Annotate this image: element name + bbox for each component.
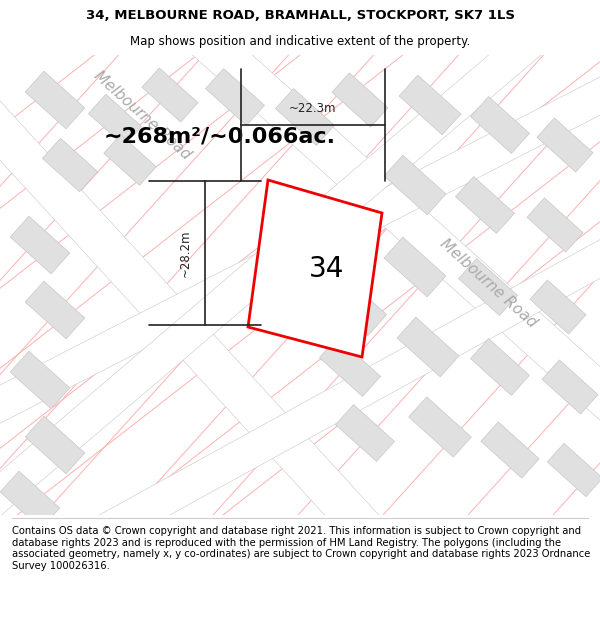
Polygon shape <box>332 73 388 127</box>
Polygon shape <box>187 20 600 480</box>
Polygon shape <box>458 259 517 316</box>
Polygon shape <box>0 51 385 549</box>
Polygon shape <box>248 180 382 357</box>
Polygon shape <box>88 94 142 146</box>
Polygon shape <box>481 422 539 478</box>
Text: ~268m²/~0.066ac.: ~268m²/~0.066ac. <box>104 127 336 147</box>
Polygon shape <box>335 404 394 461</box>
Polygon shape <box>0 40 600 450</box>
Polygon shape <box>104 134 156 186</box>
Text: ~28.2m: ~28.2m <box>179 229 191 277</box>
Polygon shape <box>397 318 459 377</box>
Polygon shape <box>542 360 598 414</box>
Polygon shape <box>25 416 85 474</box>
Polygon shape <box>409 397 472 457</box>
Polygon shape <box>399 75 461 135</box>
Polygon shape <box>25 281 85 339</box>
Polygon shape <box>206 69 265 126</box>
Polygon shape <box>537 118 593 172</box>
Text: Contains OS data © Crown copyright and database right 2021. This information is : Contains OS data © Crown copyright and d… <box>12 526 590 571</box>
Polygon shape <box>547 443 600 497</box>
Polygon shape <box>530 280 586 334</box>
Polygon shape <box>43 138 98 192</box>
Polygon shape <box>25 71 85 129</box>
Text: ~22.3m: ~22.3m <box>289 101 337 114</box>
Text: 34: 34 <box>310 255 344 283</box>
Polygon shape <box>0 471 60 529</box>
Polygon shape <box>0 12 561 558</box>
Polygon shape <box>384 155 446 215</box>
Polygon shape <box>527 198 583 252</box>
Polygon shape <box>10 216 70 274</box>
Polygon shape <box>323 274 386 336</box>
Polygon shape <box>275 89 334 146</box>
Polygon shape <box>470 97 529 153</box>
Text: Melbourne Road: Melbourne Road <box>91 68 193 162</box>
Text: Melbourne Road: Melbourne Road <box>437 236 539 330</box>
Polygon shape <box>470 339 529 396</box>
Text: Map shows position and indicative extent of the property.: Map shows position and indicative extent… <box>130 35 470 48</box>
Text: 34, MELBOURNE ROAD, BRAMHALL, STOCKPORT, SK7 1LS: 34, MELBOURNE ROAD, BRAMHALL, STOCKPORT,… <box>86 9 515 22</box>
Polygon shape <box>319 338 380 396</box>
Polygon shape <box>10 351 70 409</box>
Polygon shape <box>72 200 600 560</box>
Polygon shape <box>455 177 514 233</box>
Polygon shape <box>384 238 446 297</box>
Polygon shape <box>142 68 198 122</box>
